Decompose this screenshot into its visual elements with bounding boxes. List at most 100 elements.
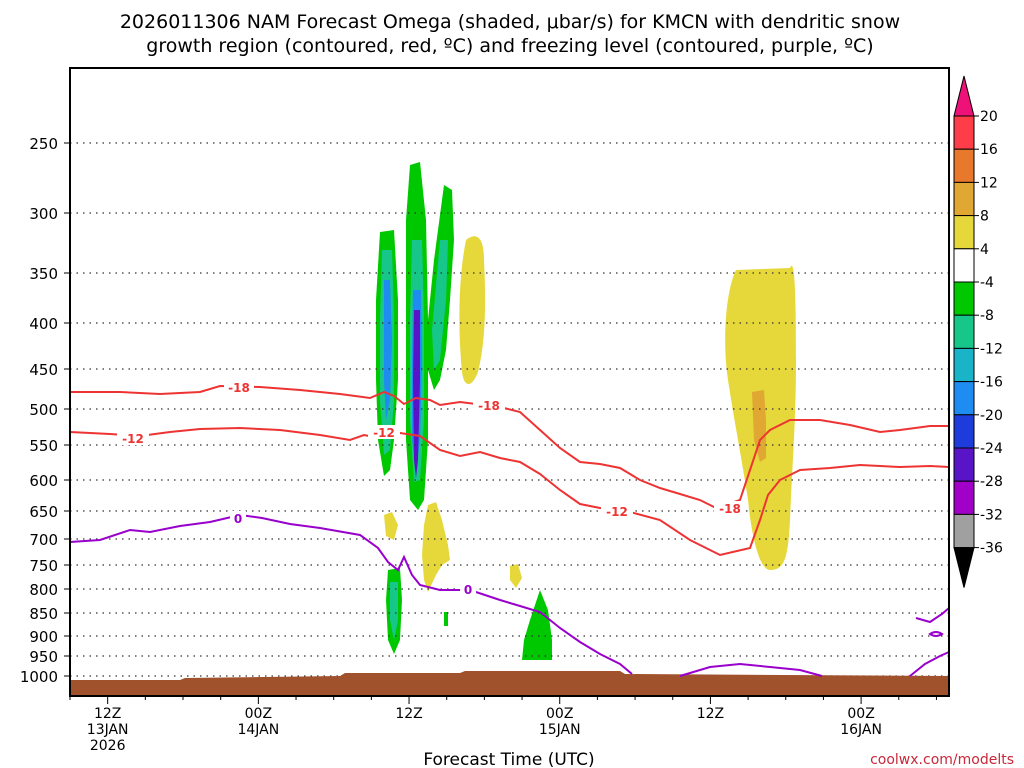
- y-tick-label: 500: [29, 401, 58, 419]
- x-tick-label: 12Z: [395, 706, 422, 722]
- omega-shade-yellow-small2: [510, 564, 522, 588]
- x-tick-label: 00Z: [546, 706, 573, 722]
- label-bg: [473, 398, 505, 412]
- colorbar-label: 12: [980, 175, 998, 191]
- colorbar-swatch: [953, 215, 975, 250]
- x-axis-label: Forecast Time (UTC): [423, 750, 594, 768]
- contour-label-purple-1: 0: [234, 512, 242, 526]
- contour-labels: -18 -12 -12 -18 -12 -18 0 0: [117, 380, 746, 597]
- purple-contour-0-main: [69, 513, 633, 675]
- omega-shade-teal-band3: [432, 240, 448, 370]
- red-contour-minus12: [69, 426, 950, 557]
- label-bg: [368, 425, 400, 439]
- purple-contour-0-edge: [909, 651, 950, 677]
- purple-contour-0-loop: [928, 631, 944, 637]
- colorbar-swatch: [953, 148, 975, 183]
- colorbar-label: -20: [980, 408, 1003, 424]
- x-tick-label: 2026: [90, 738, 126, 754]
- colorbar-label: -28: [980, 474, 1003, 490]
- purple-contour-0-edge2: [915, 607, 950, 624]
- label-bg: [224, 380, 254, 394]
- colorbar-swatch: [953, 381, 975, 416]
- colorbar-swatch: [953, 480, 975, 515]
- colorbar-swatch: [953, 248, 975, 283]
- colorbar-label: 16: [980, 142, 998, 158]
- y-tick-label: 600: [29, 472, 58, 490]
- x-tick-label: 00Z: [847, 706, 874, 722]
- chart-title-line1: 2026011306 NAM Forecast Omega (shaded, μ…: [120, 11, 900, 33]
- x-tick-label: 13JAN: [87, 722, 129, 738]
- contour-label-red-3: -12: [373, 426, 395, 440]
- omega-shade-green-dot: [444, 612, 448, 626]
- colorbar-bottom-arrow: [953, 547, 975, 588]
- label-bg: [230, 511, 246, 525]
- colorbar-swatch: [953, 513, 975, 549]
- colorbar-label: 4: [980, 242, 989, 258]
- colorbar-label: -32: [980, 507, 1003, 523]
- contour-label-red-2: -12: [122, 432, 144, 446]
- y-tick-label: 400: [29, 315, 58, 333]
- colorbar-top-arrow: [953, 75, 975, 117]
- contour-label-red-1: -18: [228, 381, 250, 395]
- omega-shade-green-surface: [522, 590, 552, 660]
- y-tick-label: 550: [29, 437, 58, 455]
- y-tick-label: 700: [29, 531, 58, 549]
- colorbar-swatch: [953, 447, 975, 482]
- x-tick-label: 00Z: [245, 706, 272, 722]
- colorbar-label: -4: [980, 275, 994, 291]
- y-tick-label: 450: [29, 361, 58, 379]
- omega-shade-yellow-upper: [459, 236, 486, 384]
- x-tick-label: 15JAN: [539, 722, 581, 738]
- y-tick-label: 250: [29, 135, 58, 153]
- contour-label-purple-2: 0: [464, 583, 472, 597]
- y-axis: 250 300 350 400 450 500 550 600 650 700 750 800 850 9…: [20, 135, 70, 686]
- colorbar-swatch: [953, 115, 975, 150]
- colorbar-label: -12: [980, 341, 1003, 357]
- y-tick-label: 950: [29, 648, 58, 666]
- y-tick-label: 900: [29, 628, 58, 646]
- y-tick-label: 1000: [20, 668, 58, 686]
- y-tick-label: 350: [29, 265, 58, 283]
- colorbar-label: 20: [980, 109, 998, 125]
- colorbar: 20 16 12 8 4 -4 -8 -12 -16 -20 -24 -28 -32 -36: [953, 75, 1003, 588]
- x-tick-label: 12Z: [697, 706, 724, 722]
- colorbar-swatch: [953, 314, 975, 349]
- x-tick-label: 12Z: [94, 706, 121, 722]
- colorbar-label: -8: [980, 308, 994, 324]
- y-tick-label: 300: [29, 205, 58, 223]
- label-bg: [714, 501, 746, 515]
- label-bg: [117, 431, 149, 445]
- purple-contours: [69, 513, 950, 677]
- colorbar-swatch: [953, 181, 975, 217]
- colorbar-label: -36: [980, 541, 1003, 557]
- chart-title-line2: growth region (contoured, red, ºC) and f…: [146, 35, 873, 57]
- colorbar-label: -24: [980, 441, 1003, 457]
- omega-shade-yellow-small1: [384, 512, 398, 540]
- omega-shade-yellow-mid: [422, 502, 450, 592]
- x-tick-label: 14JAN: [237, 722, 279, 738]
- y-tick-label: 650: [29, 503, 58, 521]
- red-contour-minus18: [70, 384, 949, 510]
- omega-shade-blue-band1: [384, 280, 392, 420]
- omega-shading: [376, 162, 796, 660]
- contour-label-red-4: -18: [478, 399, 500, 413]
- omega-shade-orange-right: [752, 390, 766, 462]
- omega-shade-teal-low: [390, 582, 398, 640]
- contour-label-red-6: -18: [719, 502, 741, 516]
- red-contours: [69, 384, 950, 557]
- x-tick-label: 16JAN: [840, 722, 882, 738]
- colorbar-swatch: [953, 414, 975, 449]
- y-tick-label: 800: [29, 581, 58, 599]
- y-tick-label: 850: [29, 605, 58, 623]
- plot-area: [70, 68, 949, 696]
- credit-text: coolwx.com/modelts: [870, 752, 1014, 768]
- terrain-ground: [70, 671, 949, 696]
- label-bg: [460, 582, 476, 596]
- y-tick-label: 750: [29, 557, 58, 575]
- label-bg: [601, 504, 633, 518]
- colorbar-swatch: [953, 281, 975, 316]
- colorbar-label: 8: [980, 209, 989, 225]
- plot-frame: [69, 67, 950, 697]
